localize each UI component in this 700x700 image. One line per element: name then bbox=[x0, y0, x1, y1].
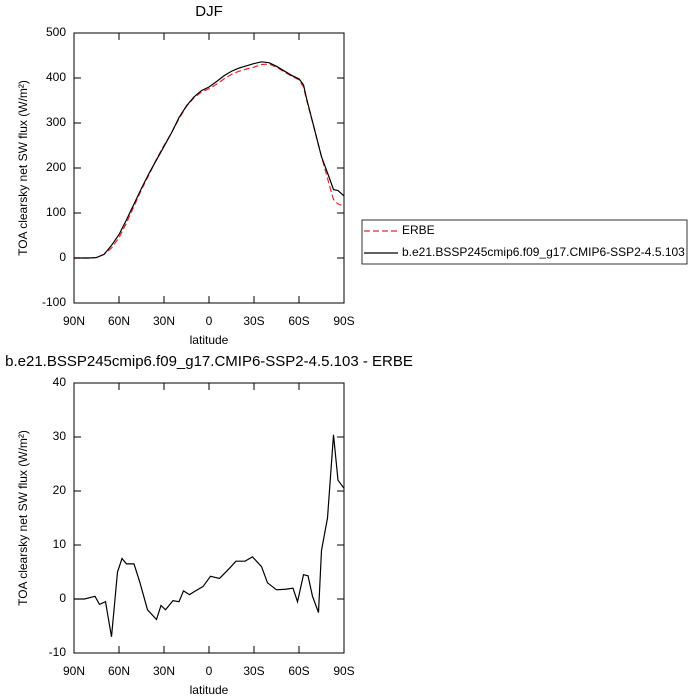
y-tick-label: 400 bbox=[46, 70, 66, 84]
x-tick-label: 60N bbox=[108, 664, 130, 678]
x-tick-label: 60S bbox=[288, 314, 309, 328]
plot-frame bbox=[73, 32, 345, 304]
x-tick-label: 0 bbox=[206, 664, 213, 678]
x-tick-label: 90S bbox=[333, 314, 354, 328]
x-tick-label: 90S bbox=[333, 664, 354, 678]
data-line bbox=[74, 434, 345, 637]
x-tick-label: 60S bbox=[288, 664, 309, 678]
x-tick-label: 30S bbox=[243, 314, 264, 328]
x-tick-label: 60N bbox=[108, 314, 130, 328]
x-tick-label: 90N bbox=[63, 314, 85, 328]
x-axis-label: latitude bbox=[190, 333, 229, 347]
y-tick-label: 0 bbox=[59, 250, 66, 264]
x-tick-label: 0 bbox=[206, 314, 213, 328]
y-tick-label: 0 bbox=[59, 591, 66, 605]
chart-title: DJF bbox=[195, 3, 223, 20]
y-tick-label: -100 bbox=[42, 295, 66, 309]
x-tick-label: 90N bbox=[63, 664, 85, 678]
y-tick-label: 200 bbox=[46, 160, 66, 174]
y-tick-label: 500 bbox=[46, 25, 66, 39]
y-axis-label: TOA clearsky net SW flux (W/m²) bbox=[16, 80, 30, 256]
chart-title: b.e21.BSSP245cmip6.f09_g17.CMIP6-SSP2-4.… bbox=[5, 353, 413, 370]
y-tick-label: 20 bbox=[53, 483, 67, 497]
legend-box bbox=[361, 219, 688, 265]
x-axis-label: latitude bbox=[190, 683, 229, 697]
y-axis-label: TOA clearsky net SW flux (W/m²) bbox=[16, 430, 30, 606]
legend-label: ERBE bbox=[402, 223, 435, 237]
y-tick-label: 300 bbox=[46, 115, 66, 129]
plot-frame bbox=[73, 382, 345, 654]
y-tick-label: -10 bbox=[49, 645, 67, 659]
x-tick-label: 30S bbox=[243, 664, 264, 678]
y-tick-label: 100 bbox=[46, 205, 66, 219]
legend-label: b.e21.BSSP245cmip6.f09_g17.CMIP6-SSP2-4.… bbox=[402, 245, 685, 259]
x-tick-label: 30N bbox=[153, 664, 175, 678]
y-tick-label: 40 bbox=[53, 375, 67, 389]
data-line bbox=[74, 63, 345, 259]
data-line bbox=[74, 61, 345, 259]
x-tick-label: 30N bbox=[153, 314, 175, 328]
y-tick-label: 10 bbox=[53, 537, 67, 551]
y-tick-label: 30 bbox=[53, 429, 67, 443]
